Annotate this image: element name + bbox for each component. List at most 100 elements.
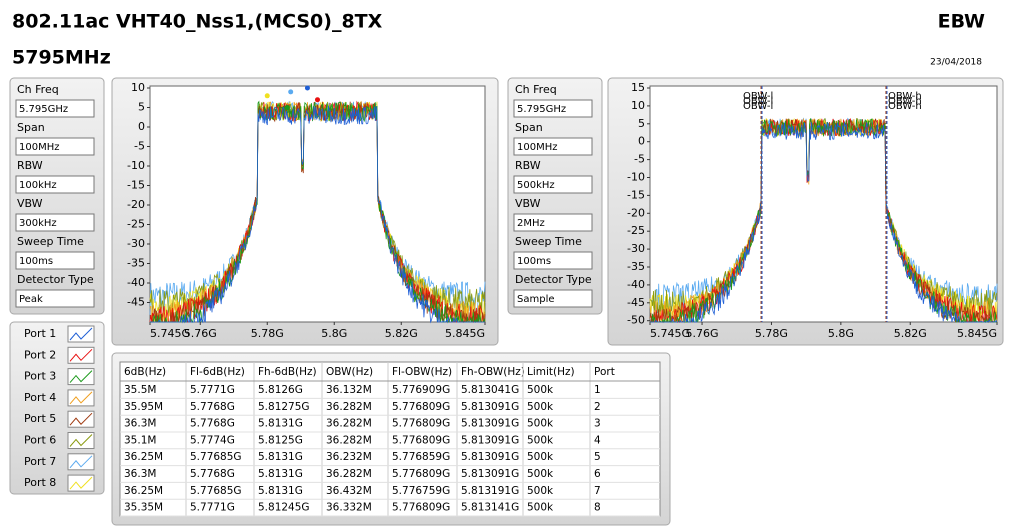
table-cell: 500k bbox=[527, 384, 554, 396]
x-tick-label: 5.845G bbox=[445, 327, 485, 340]
table-cell: 5.7771G bbox=[190, 502, 235, 514]
table-cell: 500k bbox=[527, 451, 554, 463]
y-tick-label: -45 bbox=[127, 296, 145, 309]
table-header: OBW(Hz) bbox=[326, 366, 373, 378]
table-cell: 36.232M bbox=[326, 451, 372, 463]
table-cell: 7 bbox=[594, 485, 601, 497]
x-tick-label: 5.76G bbox=[686, 327, 719, 340]
table-cell: 500k bbox=[527, 418, 554, 430]
y-tick-label: -15 bbox=[627, 188, 645, 201]
table-cell: 5.813091G bbox=[461, 418, 519, 430]
setting-label: Span bbox=[515, 121, 543, 134]
setting-value: Peak bbox=[19, 294, 43, 305]
y-tick-label: -45 bbox=[627, 296, 645, 309]
port-swatch-line bbox=[69, 348, 93, 362]
trace bbox=[150, 101, 486, 323]
table-cell: 5.7768G bbox=[190, 418, 235, 430]
table-cell: 500k bbox=[527, 434, 554, 446]
table-cell: 5.813091G bbox=[461, 434, 519, 446]
table-cell: 5.8126G bbox=[258, 384, 303, 396]
table-cell: 5.8131G bbox=[258, 485, 303, 497]
table-cell: 5.813091G bbox=[461, 468, 519, 480]
setting-value: 100kHz bbox=[19, 180, 57, 191]
y-tick-label: 15 bbox=[631, 81, 645, 94]
table-cell: 36.132M bbox=[326, 384, 372, 396]
port-swatch bbox=[67, 368, 95, 386]
x-tick-label: 5.745G bbox=[650, 327, 690, 340]
port-swatch bbox=[67, 325, 95, 343]
setting-label: VBW bbox=[17, 197, 43, 210]
table-cell: 500k bbox=[527, 468, 554, 480]
port-swatch-line bbox=[69, 434, 93, 447]
y-tick-label: -40 bbox=[627, 278, 645, 291]
table-cell: 5.813141G bbox=[461, 502, 519, 514]
setting-value: 100MHz bbox=[19, 142, 59, 153]
port-swatch bbox=[67, 346, 95, 364]
port-swatch bbox=[67, 453, 95, 471]
y-tick-label: -25 bbox=[127, 218, 145, 231]
x-tick-label: 5.8G bbox=[828, 327, 854, 340]
setting-value: 100ms bbox=[517, 256, 551, 267]
table-header: Fl-OBW(Hz) bbox=[392, 366, 452, 378]
setting-field bbox=[15, 213, 95, 232]
setting-field bbox=[15, 99, 95, 118]
setting-value: 500kHz bbox=[517, 180, 555, 191]
trace bbox=[150, 105, 485, 324]
y-tick-label: -5 bbox=[634, 153, 645, 166]
table-cell: 1 bbox=[594, 384, 601, 396]
table-cell: 36.432M bbox=[326, 485, 372, 497]
x-tick-label: 5.745G bbox=[150, 327, 190, 340]
setting-value: 300kHz bbox=[19, 218, 57, 229]
table-header: Limit(Hz) bbox=[527, 366, 575, 378]
table-cell: 6 bbox=[594, 468, 601, 480]
setting-label: Detector Type bbox=[17, 273, 94, 286]
y-tick-label: -10 bbox=[127, 159, 145, 172]
table-cell: 5.776859G bbox=[392, 451, 450, 463]
port-legend bbox=[9, 321, 105, 495]
port-swatch-line bbox=[69, 476, 93, 490]
date: 23/04/2018 bbox=[930, 58, 982, 68]
table-cell: 36.282M bbox=[326, 418, 372, 430]
setting-field bbox=[513, 175, 593, 194]
x-tick-label: 5.82G bbox=[385, 327, 418, 340]
table-cell: 5.8125G bbox=[258, 434, 303, 446]
obw-label: OBW-h bbox=[888, 91, 922, 102]
table-cell: 500k bbox=[527, 401, 554, 413]
table-cell: 5.77685G bbox=[190, 451, 242, 463]
table-cell: 500k bbox=[527, 485, 554, 497]
table-cell: 500k bbox=[527, 502, 554, 514]
setting-value: 5.795GHz bbox=[19, 104, 68, 115]
table-cell: 5.813191G bbox=[461, 485, 519, 497]
port-swatch bbox=[67, 410, 95, 428]
table-header: Fh-OBW(Hz) bbox=[461, 366, 525, 378]
x-tick-label: 5.8G bbox=[321, 327, 347, 340]
y-tick-label: -35 bbox=[127, 257, 145, 270]
y-tick-label: -20 bbox=[627, 206, 645, 219]
table-cell: 5.81245G bbox=[258, 502, 310, 514]
table-cell: 5.776759G bbox=[392, 485, 450, 497]
table-cell: 5.813091G bbox=[461, 451, 519, 463]
table-header: Port bbox=[594, 366, 615, 378]
table-cell: 5 bbox=[594, 451, 601, 463]
y-tick-label: -20 bbox=[127, 198, 145, 211]
y-tick-label: -40 bbox=[127, 276, 145, 289]
port-label: Port 8 bbox=[24, 476, 56, 489]
table-cell: 5.7768G bbox=[190, 468, 235, 480]
port-label: Port 3 bbox=[24, 370, 56, 383]
y-tick-label: -10 bbox=[627, 171, 645, 184]
port-swatch bbox=[67, 474, 95, 492]
y-tick-label: 5 bbox=[138, 101, 145, 114]
port-swatch-line bbox=[69, 370, 93, 383]
table-cell: 5.8131G bbox=[258, 451, 303, 463]
y-tick-label: 10 bbox=[131, 81, 145, 94]
tag: EBW bbox=[938, 11, 985, 33]
table-area bbox=[119, 361, 661, 517]
peak-marker bbox=[315, 97, 320, 103]
port-swatch-line bbox=[69, 327, 93, 341]
setting-field bbox=[15, 175, 95, 194]
table-cell: 5.7774G bbox=[190, 434, 235, 446]
setting-label: VBW bbox=[515, 197, 541, 210]
y-tick-label: 0 bbox=[638, 135, 645, 148]
x-tick-label: 5.82G bbox=[894, 327, 927, 340]
port-swatch-line bbox=[69, 455, 93, 469]
